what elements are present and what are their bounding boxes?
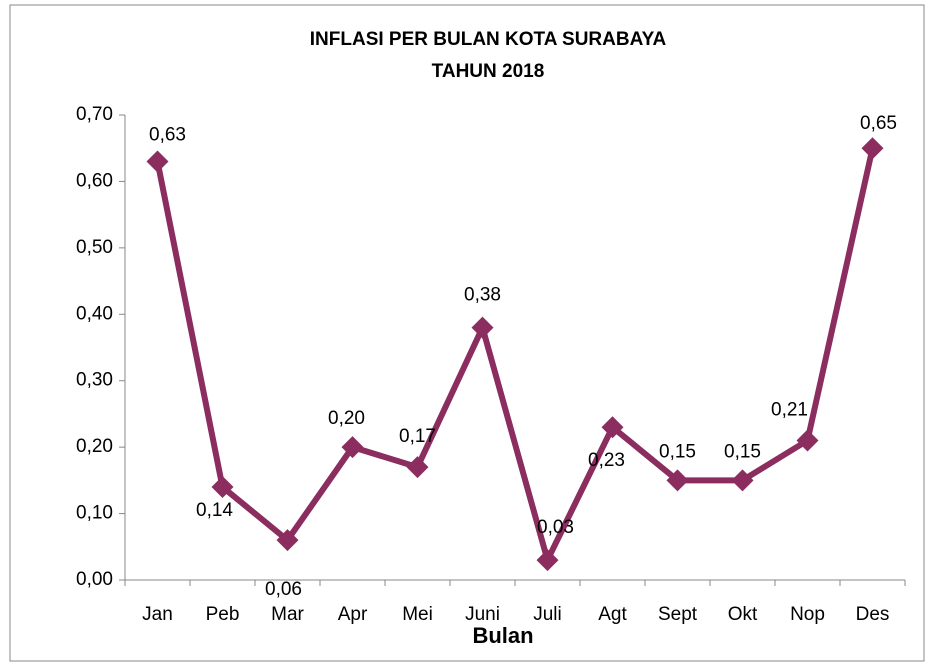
data-label: 0,23 (588, 450, 625, 471)
x-tick-label: Nop (790, 604, 825, 625)
y-tick-label: 0,00 (76, 569, 113, 590)
marker (211, 476, 234, 498)
data-label: 0,14 (196, 500, 233, 521)
y-tick-label: 0,40 (76, 303, 113, 324)
x-tick-label: Mei (402, 604, 433, 625)
chart-title: INFLASI PER BULAN KOTA SURABAYA (310, 29, 667, 50)
marker (276, 529, 299, 552)
x-tick-label: Mar (271, 604, 304, 625)
chart-border (9, 4, 925, 662)
x-tick-label: Sept (658, 604, 698, 625)
line (154, 147, 876, 564)
marker (796, 429, 819, 452)
marker (341, 436, 364, 459)
data-label: 0,17 (399, 426, 436, 447)
x-tick-label: Des (856, 604, 890, 625)
x-tick-label: Jan (142, 604, 173, 625)
data-label: 0,38 (464, 285, 501, 306)
data-label: 0,20 (328, 408, 365, 429)
data-label: 0,06 (265, 579, 302, 600)
x-tick-label: Okt (728, 604, 758, 625)
marker (861, 137, 884, 160)
marker (731, 469, 754, 492)
x-tick-label: Juni (465, 604, 500, 625)
data-label: 0,63 (149, 125, 186, 146)
x-tick-label: Apr (338, 604, 368, 625)
marker (666, 469, 689, 492)
x-axis-title: Bulan (472, 623, 533, 648)
data-label: 0,15 (659, 441, 696, 462)
y-tick-label: 0,60 (76, 170, 113, 191)
y-tick-label: 0,30 (76, 370, 113, 391)
x-tick-label: Peb (206, 604, 240, 625)
y-tick-label: 0,50 (76, 237, 113, 258)
y-tick-label: 0,10 (76, 503, 113, 524)
marker (601, 416, 624, 439)
marker (471, 316, 494, 339)
chart-subtitle: TAHUN 2018 (432, 61, 545, 82)
marker (146, 150, 169, 173)
data-label: 0,15 (724, 441, 761, 462)
x-tick-label: Agt (598, 604, 627, 625)
data-label: 0,65 (860, 113, 897, 134)
marker (536, 549, 559, 572)
data-label: 0,03 (537, 517, 574, 538)
x-tick-label: Juli (533, 604, 562, 625)
y-tick-label: 0,70 (76, 104, 113, 125)
y-tick-label: 0,20 (76, 436, 113, 457)
data-label: 0,21 (771, 400, 808, 421)
marker (406, 456, 429, 479)
